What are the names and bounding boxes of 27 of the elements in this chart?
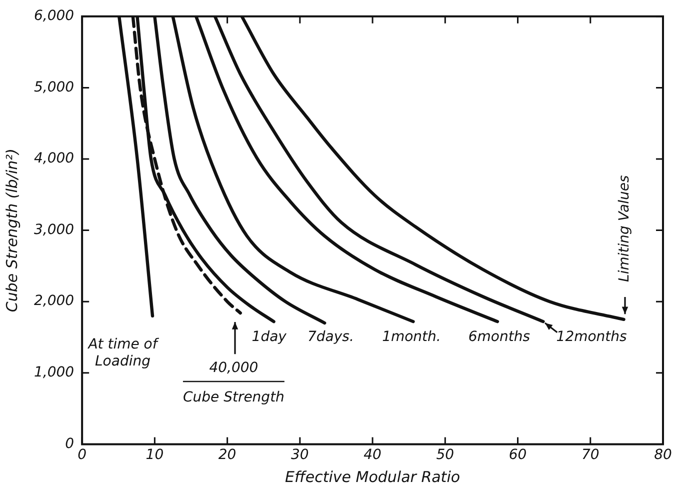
x-tick-label: 30 xyxy=(291,447,309,464)
y-tick-label: 3,000 xyxy=(34,222,74,238)
x-tick-label: 10 xyxy=(146,447,164,464)
y-tick-label: 2,000 xyxy=(34,293,74,310)
x-tick-label: 70 xyxy=(581,447,600,464)
y-tick-label: 4,000 xyxy=(34,150,74,167)
y-axis-title: Cube Strength (lb/in²) xyxy=(2,148,21,312)
annotation: Limiting Values xyxy=(616,175,632,282)
annotation: 1day xyxy=(252,328,288,345)
y-tick-label: 0 xyxy=(65,436,74,452)
x-tick-label: 20 xyxy=(218,447,236,464)
annotation: 40,000 xyxy=(209,360,258,376)
annotation: Cube Strength xyxy=(182,390,284,406)
x-tick-label: 50 xyxy=(436,447,454,464)
annotation: At time of Loading xyxy=(87,336,160,370)
annotation: 12months xyxy=(556,328,627,345)
y-tick-label: 5,000 xyxy=(34,79,74,96)
annotation: 6months xyxy=(468,328,530,345)
x-tick-label: 60 xyxy=(508,447,527,464)
annotation: 7days. xyxy=(308,328,354,345)
x-axis-title: Effective Modular Ratio xyxy=(285,468,460,486)
x-tick-label: 0 xyxy=(78,447,87,464)
y-tick-label: 1,000 xyxy=(34,364,74,381)
x-tick-label: 80 xyxy=(654,447,672,464)
y-tick-label: 6,000 xyxy=(34,8,74,24)
annotation: 1month. xyxy=(382,328,441,345)
x-tick-label: 40 xyxy=(364,447,382,464)
